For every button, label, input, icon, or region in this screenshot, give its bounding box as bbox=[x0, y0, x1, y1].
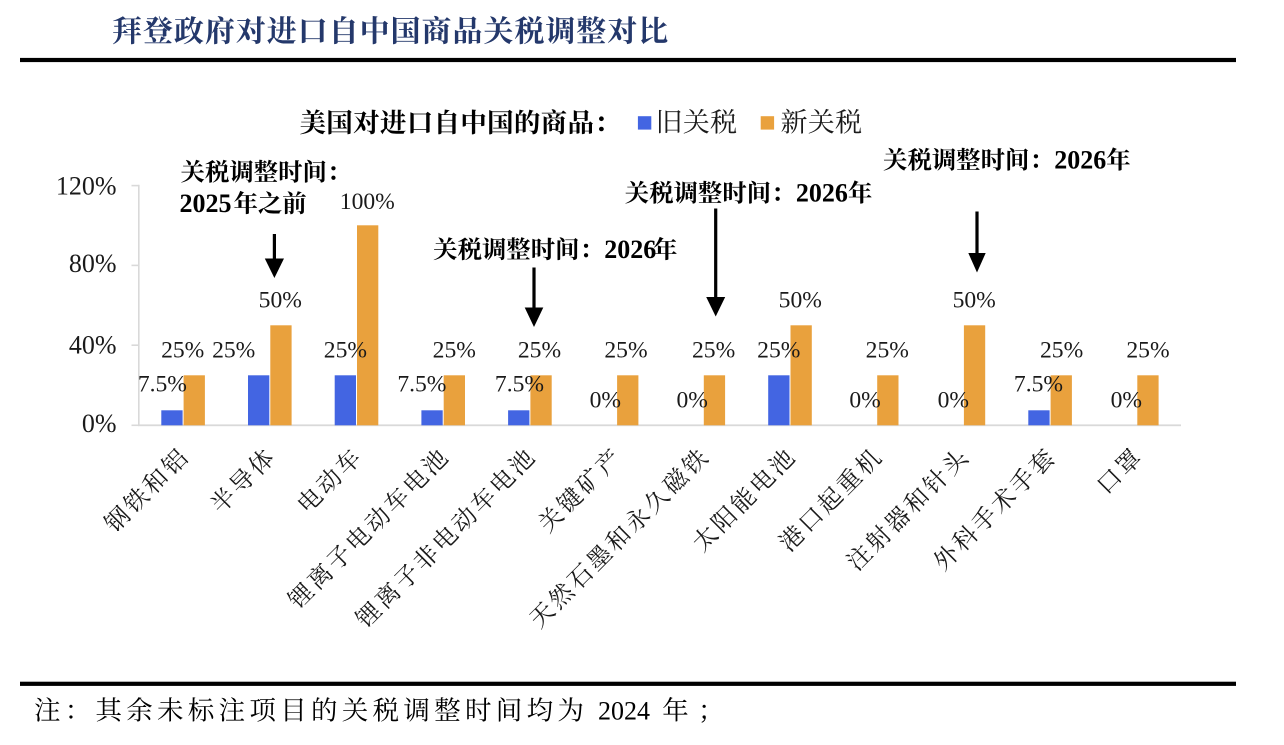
svg-text:0%: 0% bbox=[82, 409, 117, 438]
svg-text:120%: 120% bbox=[56, 172, 117, 201]
svg-text:25%: 25% bbox=[161, 337, 204, 363]
svg-text:7.5%: 7.5% bbox=[1014, 372, 1063, 398]
svg-text:25%: 25% bbox=[433, 337, 476, 363]
svg-text:25%: 25% bbox=[1040, 337, 1083, 363]
svg-text:50%: 50% bbox=[259, 288, 302, 314]
svg-text:7.5%: 7.5% bbox=[138, 372, 187, 398]
svg-text:0%: 0% bbox=[676, 387, 707, 413]
svg-text:25%: 25% bbox=[212, 337, 255, 363]
svg-text:40%: 40% bbox=[69, 331, 117, 360]
svg-text:50%: 50% bbox=[779, 288, 822, 314]
svg-text:2026: 2026 bbox=[1054, 146, 1106, 175]
svg-text:25%: 25% bbox=[757, 337, 800, 363]
svg-text:0%: 0% bbox=[849, 387, 880, 413]
svg-text:25%: 25% bbox=[518, 337, 561, 363]
svg-text:7.5%: 7.5% bbox=[495, 372, 544, 398]
svg-text:25%: 25% bbox=[324, 337, 367, 363]
svg-text:25%: 25% bbox=[1126, 337, 1169, 363]
svg-text:7.5%: 7.5% bbox=[397, 372, 446, 398]
svg-text:100%: 100% bbox=[340, 189, 395, 215]
svg-text:50%: 50% bbox=[953, 288, 996, 314]
svg-text:0%: 0% bbox=[938, 387, 969, 413]
svg-text:25%: 25% bbox=[866, 337, 909, 363]
svg-text:2026: 2026 bbox=[796, 179, 848, 208]
svg-text:25%: 25% bbox=[604, 337, 647, 363]
svg-text:2026: 2026 bbox=[604, 235, 656, 264]
svg-text:2025: 2025 bbox=[180, 189, 232, 218]
svg-text:0%: 0% bbox=[1111, 387, 1142, 413]
svg-text:0%: 0% bbox=[590, 387, 621, 413]
svg-text:25%: 25% bbox=[692, 337, 735, 363]
svg-text:2024: 2024 bbox=[598, 697, 650, 726]
svg-text:80%: 80% bbox=[69, 249, 117, 278]
